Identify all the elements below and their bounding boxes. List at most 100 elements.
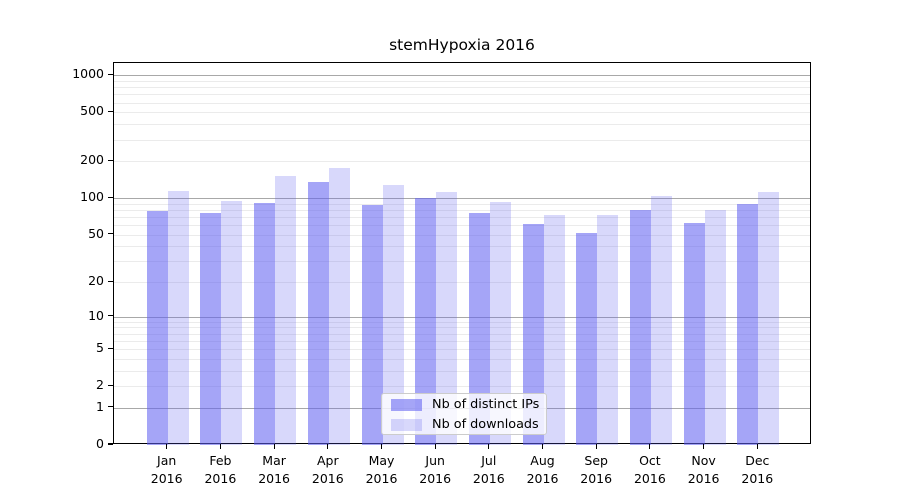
bar-distinct-ips-jul — [468, 212, 490, 445]
y-tick-mark-1000 — [108, 73, 113, 75]
bar-downloads-jun — [436, 191, 458, 445]
bar-distinct-ips-apr — [307, 181, 329, 445]
x-tick-mark-jun — [434, 444, 436, 449]
x-tick-label-sep: Sep 2016 — [580, 453, 613, 486]
y-tick-label-5: 5 — [96, 340, 104, 356]
x-tick-mark-sep — [595, 444, 597, 449]
bar-distinct-ips-mar — [254, 203, 276, 445]
y-tick-label-100: 100 — [80, 189, 104, 205]
legend-row-downloads: Nb of downloads — [382, 416, 546, 433]
bar-distinct-ips-aug — [522, 224, 544, 445]
bar-downloads-oct — [650, 195, 672, 445]
y-tick-mark-500 — [108, 110, 113, 112]
bar-distinct-ips-may — [361, 204, 383, 445]
x-tick-mark-feb — [219, 444, 221, 449]
y-tick-mark-50 — [108, 233, 113, 235]
y-tick-mark-5 — [108, 347, 113, 349]
y-tick-mark-10 — [108, 315, 113, 317]
gridline-8 — [114, 327, 810, 329]
x-tick-label-aug: Aug 2016 — [526, 453, 559, 486]
x-tick-mark-aug — [541, 444, 544, 449]
x-tick-label-jun: Jun 2016 — [419, 453, 452, 486]
gridline-4 — [114, 358, 810, 360]
x-tick-label-apr: Apr 2016 — [311, 453, 344, 486]
bar-distinct-ips-jan — [146, 211, 168, 445]
x-tick-label-jul: Jul 2016 — [472, 453, 505, 486]
y-tick-label-10: 10 — [88, 307, 104, 323]
y-tick-label-1: 1 — [96, 398, 104, 414]
y-tick-label-50: 50 — [88, 225, 104, 241]
legend: Nb of distinct IPs Nb of downloads — [381, 393, 547, 435]
gridline-600 — [114, 102, 810, 104]
gridline-400 — [114, 124, 810, 126]
gridline-40 — [114, 246, 810, 248]
legend-label-downloads: Nb of downloads — [432, 417, 539, 432]
plot-area — [113, 62, 811, 445]
x-tick-mark-jul — [488, 444, 490, 449]
bar-downloads-aug — [543, 214, 565, 445]
x-tick-label-dec: Dec 2016 — [741, 453, 774, 486]
bar-downloads-may — [382, 184, 404, 445]
y-tick-label-2: 2 — [96, 377, 104, 393]
bar-distinct-ips-feb — [200, 213, 222, 445]
x-tick-label-oct: Oct 2016 — [633, 453, 666, 486]
gridline-10 — [114, 316, 810, 318]
x-tick-mark-oct — [649, 444, 651, 449]
gridline-300 — [114, 139, 810, 141]
gridline-100 — [114, 198, 810, 200]
gridline-800 — [114, 87, 810, 89]
gridline-5 — [114, 349, 810, 351]
gridline-3 — [114, 370, 810, 372]
gridline-7 — [114, 333, 810, 335]
bar-downloads-nov — [704, 209, 726, 445]
bar-distinct-ips-sep — [576, 232, 598, 445]
gridline-20 — [114, 282, 810, 284]
y-tick-mark-0 — [108, 443, 113, 445]
gridline-90 — [114, 203, 810, 205]
gridline-60 — [114, 225, 810, 226]
x-tick-label-jan: Jan 2016 — [150, 453, 183, 486]
bar-downloads-apr — [328, 167, 350, 445]
y-tick-label-0: 0 — [96, 436, 104, 451]
gridline-700 — [114, 94, 810, 96]
x-tick-mark-apr — [327, 444, 329, 449]
legend-label-distinct-ips: Nb of distinct IPs — [432, 397, 540, 412]
bar-downloads-feb — [221, 200, 243, 445]
y-tick-label-20: 20 — [88, 273, 104, 289]
y-tick-label-500: 500 — [80, 103, 104, 119]
gridline-50 — [114, 234, 810, 236]
y-tick-label-1000: 1000 — [72, 66, 104, 82]
gridline-2 — [114, 386, 810, 388]
legend-swatch-downloads — [391, 419, 422, 431]
bar-distinct-ips-dec — [737, 204, 759, 445]
gridline-500 — [114, 112, 810, 114]
y-tick-mark-100 — [108, 196, 113, 198]
gridline-80 — [114, 209, 810, 211]
bar-downloads-dec — [758, 192, 780, 445]
y-tick-mark-1 — [108, 406, 113, 408]
x-tick-mark-nov — [703, 444, 705, 449]
bar-distinct-ips-oct — [629, 209, 651, 445]
chart-title: stemHypoxia 2016 — [389, 36, 535, 54]
bar-downloads-sep — [597, 215, 619, 445]
bar-downloads-jul — [489, 201, 511, 445]
x-tick-mark-may — [380, 444, 383, 449]
y-tick-mark-200 — [108, 159, 113, 161]
x-tick-label-nov: Nov 2016 — [687, 453, 720, 486]
y-tick-mark-2 — [108, 384, 113, 386]
x-tick-label-mar: Mar 2016 — [258, 453, 290, 486]
bar-downloads-jan — [167, 190, 189, 445]
y-tick-mark-20 — [108, 280, 113, 282]
gridline-900 — [114, 81, 810, 82]
x-tick-mark-jan — [166, 444, 168, 449]
legend-row-distinct-ips: Nb of distinct IPs — [382, 396, 546, 413]
x-tick-mark-dec — [756, 444, 758, 449]
gridline-1000 — [114, 75, 810, 77]
bar-distinct-ips-jun — [415, 197, 437, 445]
legend-swatch-distinct-ips — [391, 399, 422, 411]
x-tick-label-may: May 2016 — [365, 453, 398, 486]
gridline-30 — [114, 261, 810, 263]
gridline-200 — [114, 161, 810, 163]
gridline-6 — [114, 340, 810, 342]
